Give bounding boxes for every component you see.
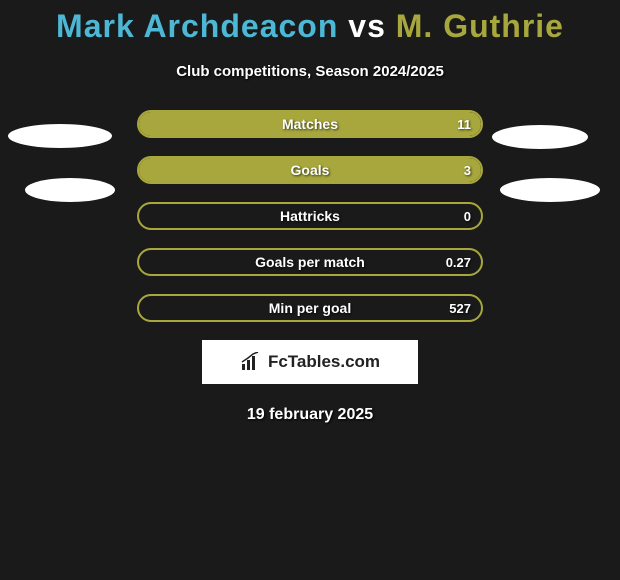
decorative-ellipse <box>8 124 112 148</box>
stat-value-right: 11 <box>457 112 471 136</box>
stat-value-right: 0.27 <box>446 250 471 274</box>
stats-container: Matches11 Goals3 Hattricks0 Goals per match… <box>137 110 483 322</box>
date-label: 19 february 2025 <box>0 406 620 424</box>
decorative-ellipse <box>492 125 588 149</box>
stat-value-right: 527 <box>449 296 471 320</box>
vs-label: vs <box>348 8 386 44</box>
stat-row: Goals3 <box>137 156 483 184</box>
decorative-ellipse <box>500 178 600 202</box>
decorative-ellipse <box>25 178 115 202</box>
stat-label: Goals <box>139 158 481 182</box>
stat-label: Matches <box>139 112 481 136</box>
subtitle: Club competitions, Season 2024/2025 <box>0 63 620 80</box>
stat-row: Goals per match0.27 <box>137 248 483 276</box>
comparison-title: Mark Archdeacon vs M. Guthrie <box>0 0 620 45</box>
site-logo: FcTables.com <box>202 340 418 384</box>
stat-label: Hattricks <box>139 204 481 228</box>
player2-name: M. Guthrie <box>396 8 564 44</box>
stat-row: Min per goal527 <box>137 294 483 322</box>
stat-label: Goals per match <box>139 250 481 274</box>
stat-label: Min per goal <box>139 296 481 320</box>
logo-text: FcTables.com <box>268 352 380 372</box>
stat-value-right: 0 <box>464 204 471 228</box>
stat-row: Matches11 <box>137 110 483 138</box>
chart-icon <box>240 352 262 372</box>
stat-value-right: 3 <box>464 158 471 182</box>
player1-name: Mark Archdeacon <box>56 8 338 44</box>
stat-row: Hattricks0 <box>137 202 483 230</box>
